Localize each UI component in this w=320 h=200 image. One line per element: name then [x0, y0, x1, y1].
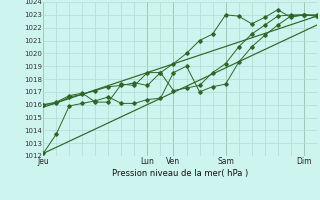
- X-axis label: Pression niveau de la mer( hPa ): Pression niveau de la mer( hPa ): [112, 169, 248, 178]
